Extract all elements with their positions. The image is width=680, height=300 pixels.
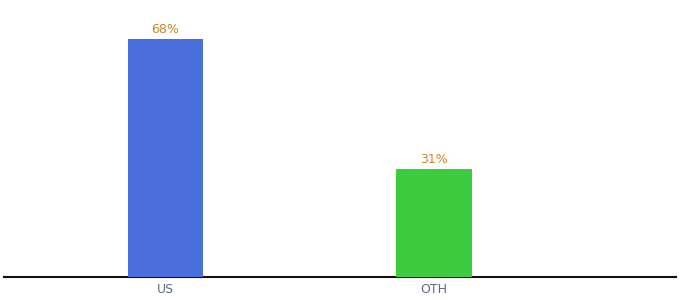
Bar: [396, 169, 472, 277]
Text: 68%: 68%: [152, 23, 180, 36]
Text: 31%: 31%: [420, 153, 448, 166]
Bar: [128, 39, 203, 277]
